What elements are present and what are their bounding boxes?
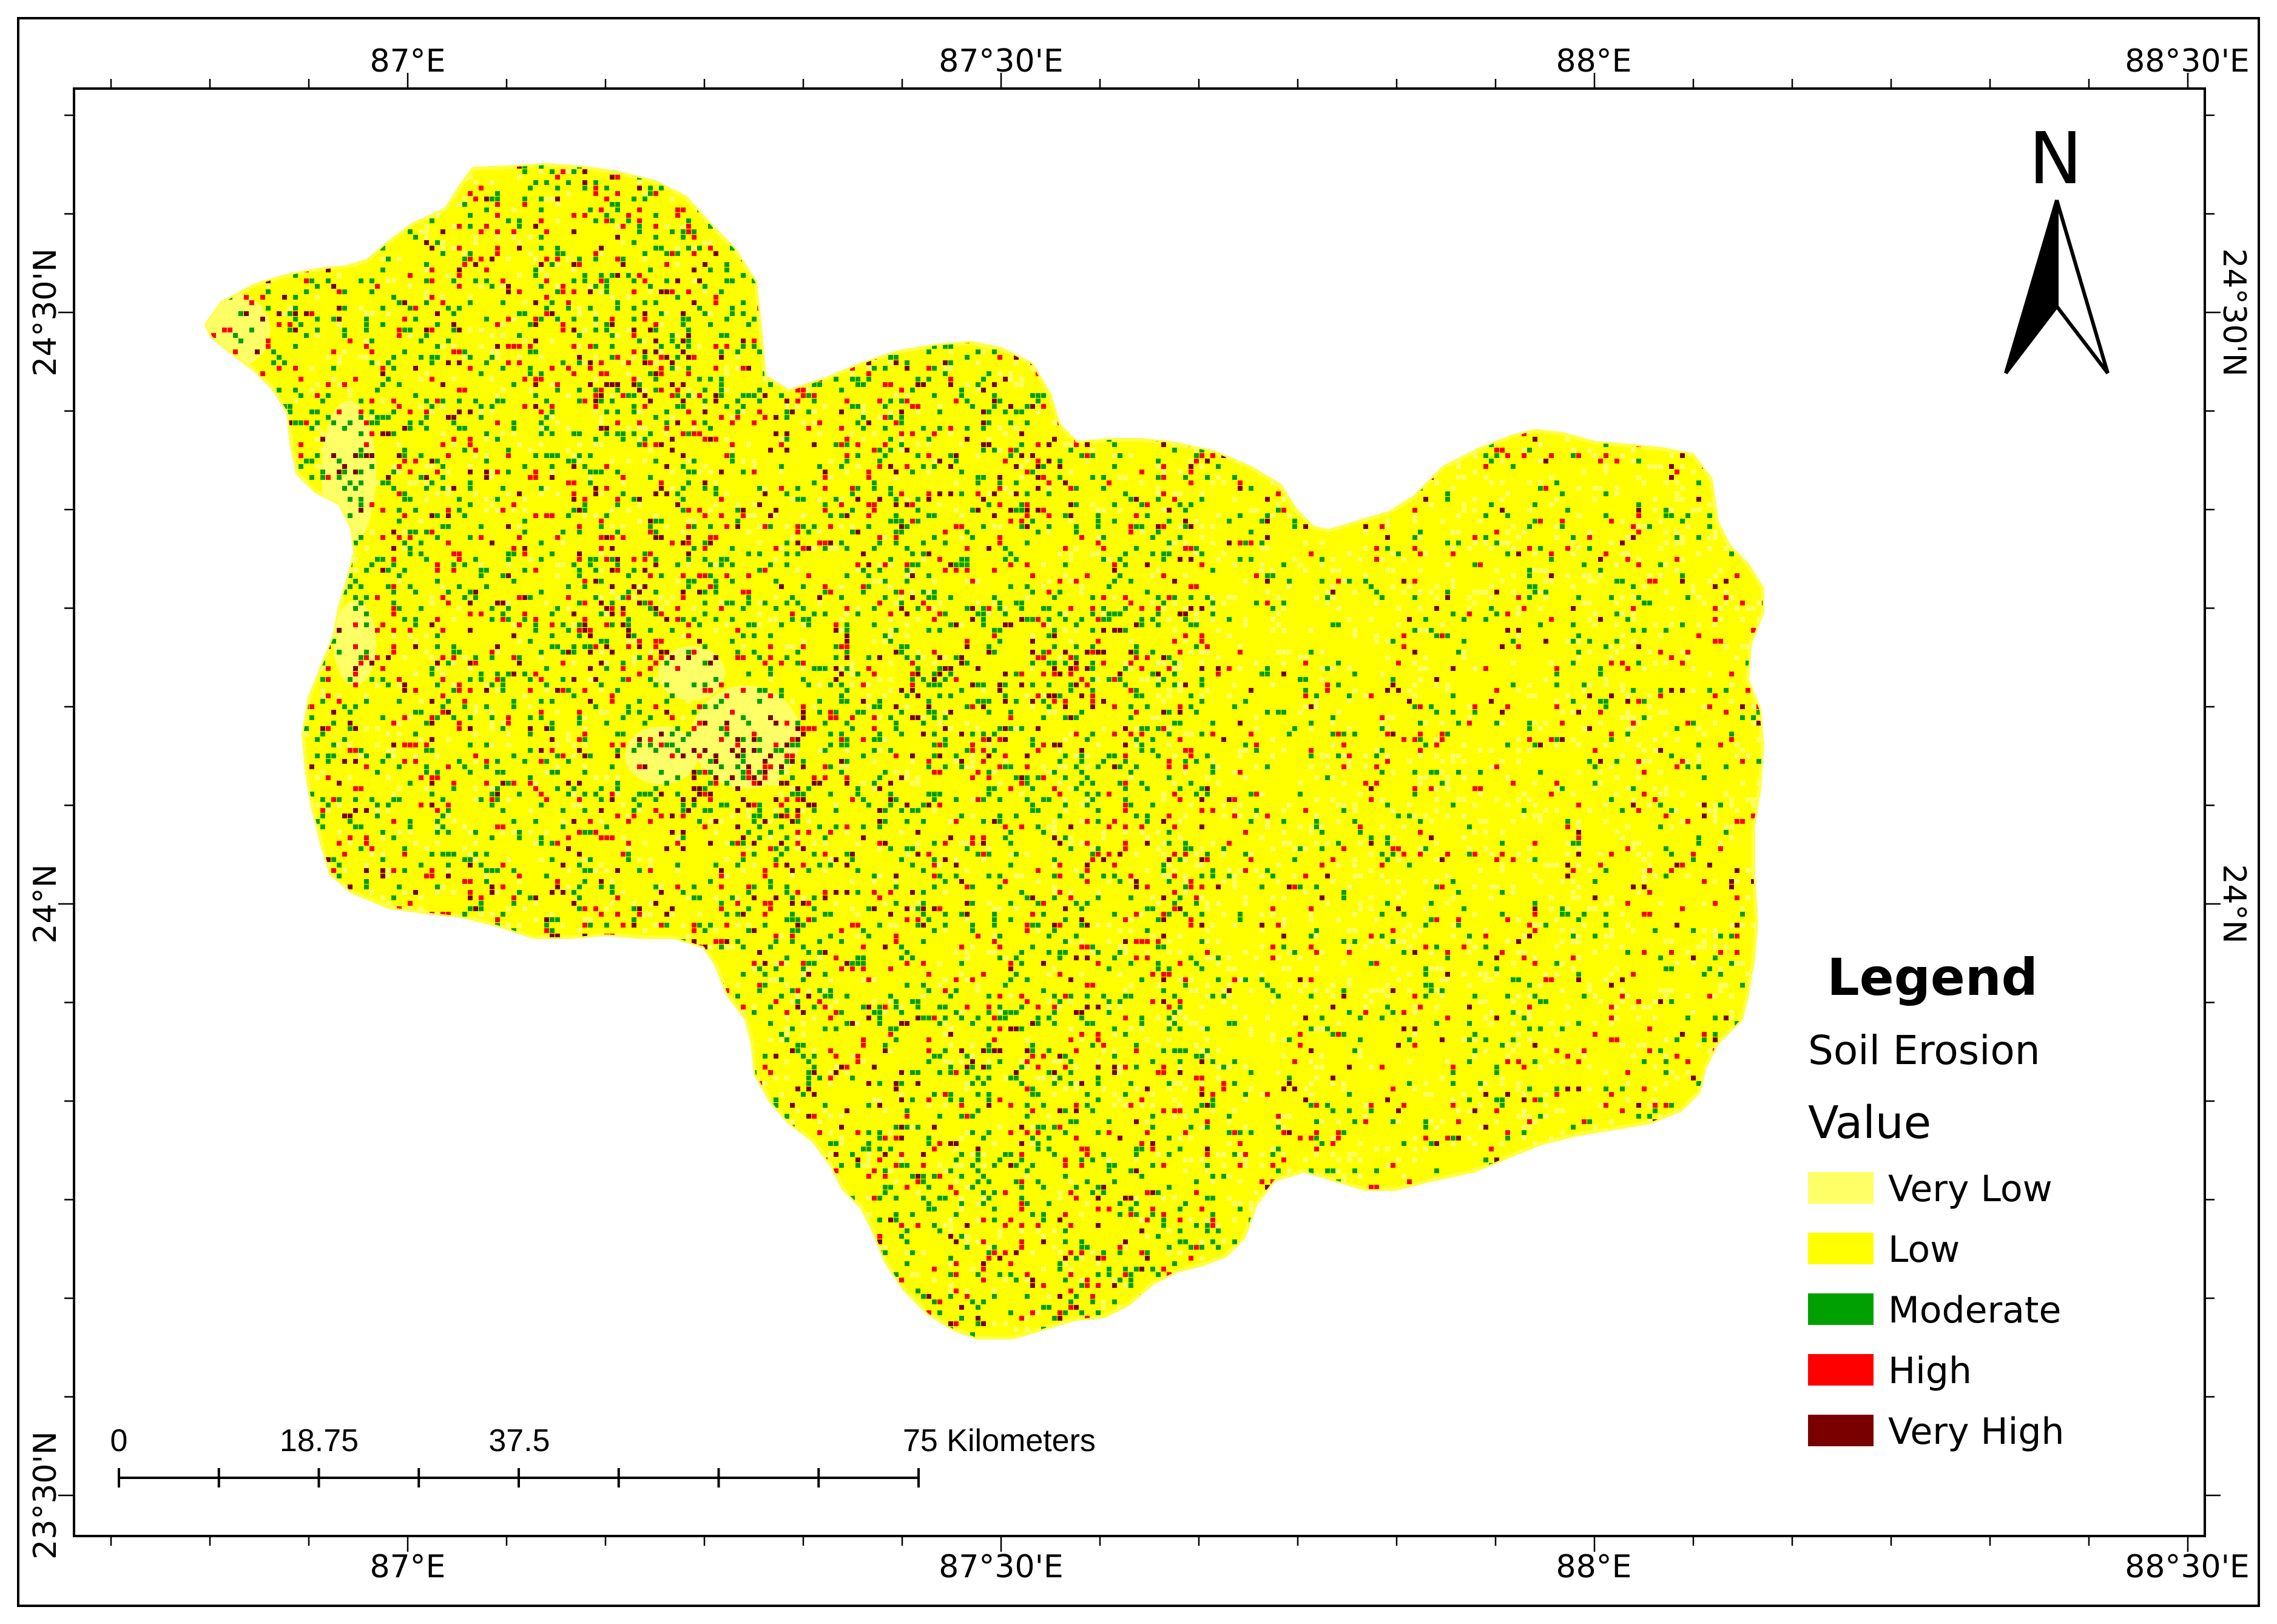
north-letter: N [2029,116,2082,200]
legend-swatch [1808,1293,1874,1325]
lon-label-top-87-30: 87°30'E [939,43,1064,79]
very-low-zone [625,726,698,784]
lon-label-bottom-88-30: 88°30'E [2125,1549,2250,1585]
very-low-zone [658,646,725,701]
legend: Legend Soil Erosion Value Very Low Low Mod… [1808,948,2064,1453]
scale-label-37-5: 37.5 [488,1423,550,1458]
outer-border [17,17,2260,1607]
legend-layer-name: Soil Erosion [1808,1027,2040,1074]
north-arrow: N [2004,116,2110,374]
lon-label-bottom-87-30: 87°30'E [939,1549,1064,1585]
legend-item: Moderate [1808,1289,2061,1332]
legend-item-label: High [1888,1350,1972,1392]
legend-item: Very Low [1808,1168,2053,1210]
scale-label-0: 0 [110,1423,128,1458]
lon-label-top-87: 87°E [369,43,445,79]
scale-bar: 0 18.75 37.5 75 Kilometers [110,1423,1096,1488]
legend-item-label: Very Low [1888,1168,2053,1210]
lat-label-left-24-30: 24°30'N [27,248,64,377]
lat-label-left-24: 24°N [27,864,64,943]
legend-swatch [1808,1172,1874,1204]
legend-item: Low [1808,1228,1960,1271]
lon-label-bottom-87: 87°E [369,1549,445,1585]
legend-field-name: Value [1808,1097,1931,1149]
legend-item-label: Very High [1888,1410,2064,1453]
legend-swatch [1808,1233,1874,1264]
very-low-zone [334,601,376,686]
legend-item: Very High [1808,1410,2064,1453]
legend-item-label: Low [1888,1228,1960,1271]
legend-item: High [1808,1350,1972,1392]
lon-label-top-88: 88°E [1556,43,1631,79]
graticule-ticks [58,73,2221,1552]
scale-label-18-75: 18.75 [280,1423,359,1458]
lat-label-right-24-30: 24°30'N [2216,248,2252,377]
lat-label-right-24: 24°N [2216,864,2252,943]
legend-title: Legend [1827,948,2038,1007]
scale-label-75-km: 75 Kilometers [903,1423,1096,1458]
north-arrow-icon [2004,200,2110,374]
lat-label-left-23-30: 23°30'N [27,1431,64,1560]
legend-swatch [1808,1415,1874,1446]
lon-label-top-88-30: 88°30'E [2125,43,2250,79]
legend-item-label: Moderate [1888,1289,2061,1332]
lon-label-bottom-88: 88°E [1556,1549,1631,1585]
legend-swatch [1808,1354,1874,1386]
